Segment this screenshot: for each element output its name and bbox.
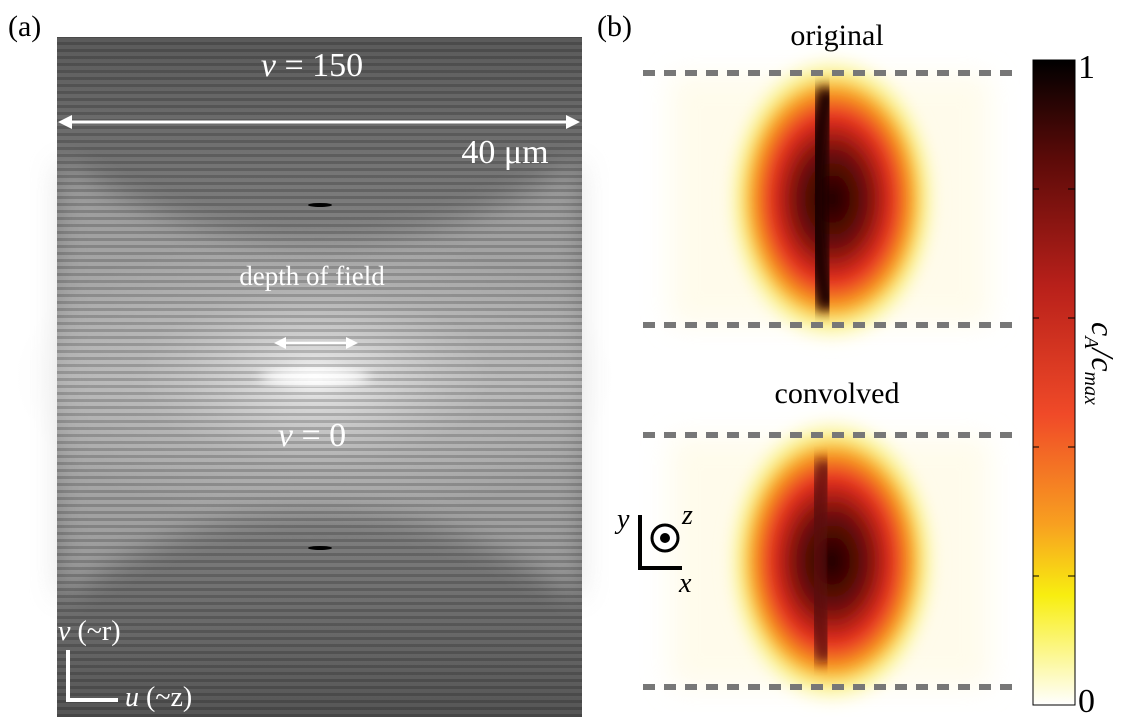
center-label: v = 0 <box>278 417 346 454</box>
symbol: v <box>278 417 294 454</box>
axis-z: z <box>681 500 693 531</box>
colorbar-min: 0 <box>1078 683 1095 717</box>
axis-y: y <box>614 504 630 535</box>
dof-label: depth of field <box>239 261 385 291</box>
scale-label: 40 μm <box>461 134 548 171</box>
text: (~z) <box>146 682 192 713</box>
convolved-map <box>670 411 990 711</box>
colorbar-title: cA/cmax <box>1080 322 1121 405</box>
subplot-title: convolved <box>775 377 900 410</box>
panel-label: (a) <box>8 10 41 43</box>
c: c <box>1085 357 1121 371</box>
axis-v: v (~r) <box>58 616 121 647</box>
panel-label: (b) <box>597 10 632 43</box>
axis-u: u (~z) <box>125 682 192 713</box>
colorbar-max: 1 <box>1078 49 1095 86</box>
colorbar <box>1033 60 1075 705</box>
axis-x: x <box>678 568 692 599</box>
subplot-title: original <box>790 19 883 52</box>
text: = 0 <box>301 417 346 454</box>
original-map <box>670 49 990 349</box>
figure: (a) v = 150 40 μm depth of field v = 0 v… <box>0 0 1125 717</box>
sub: max <box>1080 372 1102 405</box>
symbol: v <box>261 47 277 84</box>
text: = 150 <box>284 47 363 84</box>
top-label: v = 150 <box>261 47 363 84</box>
text: (~r) <box>77 616 120 647</box>
c: c <box>1085 322 1121 336</box>
symbol: v <box>58 616 71 647</box>
sub: A <box>1080 334 1102 349</box>
symbol: u <box>125 682 139 713</box>
